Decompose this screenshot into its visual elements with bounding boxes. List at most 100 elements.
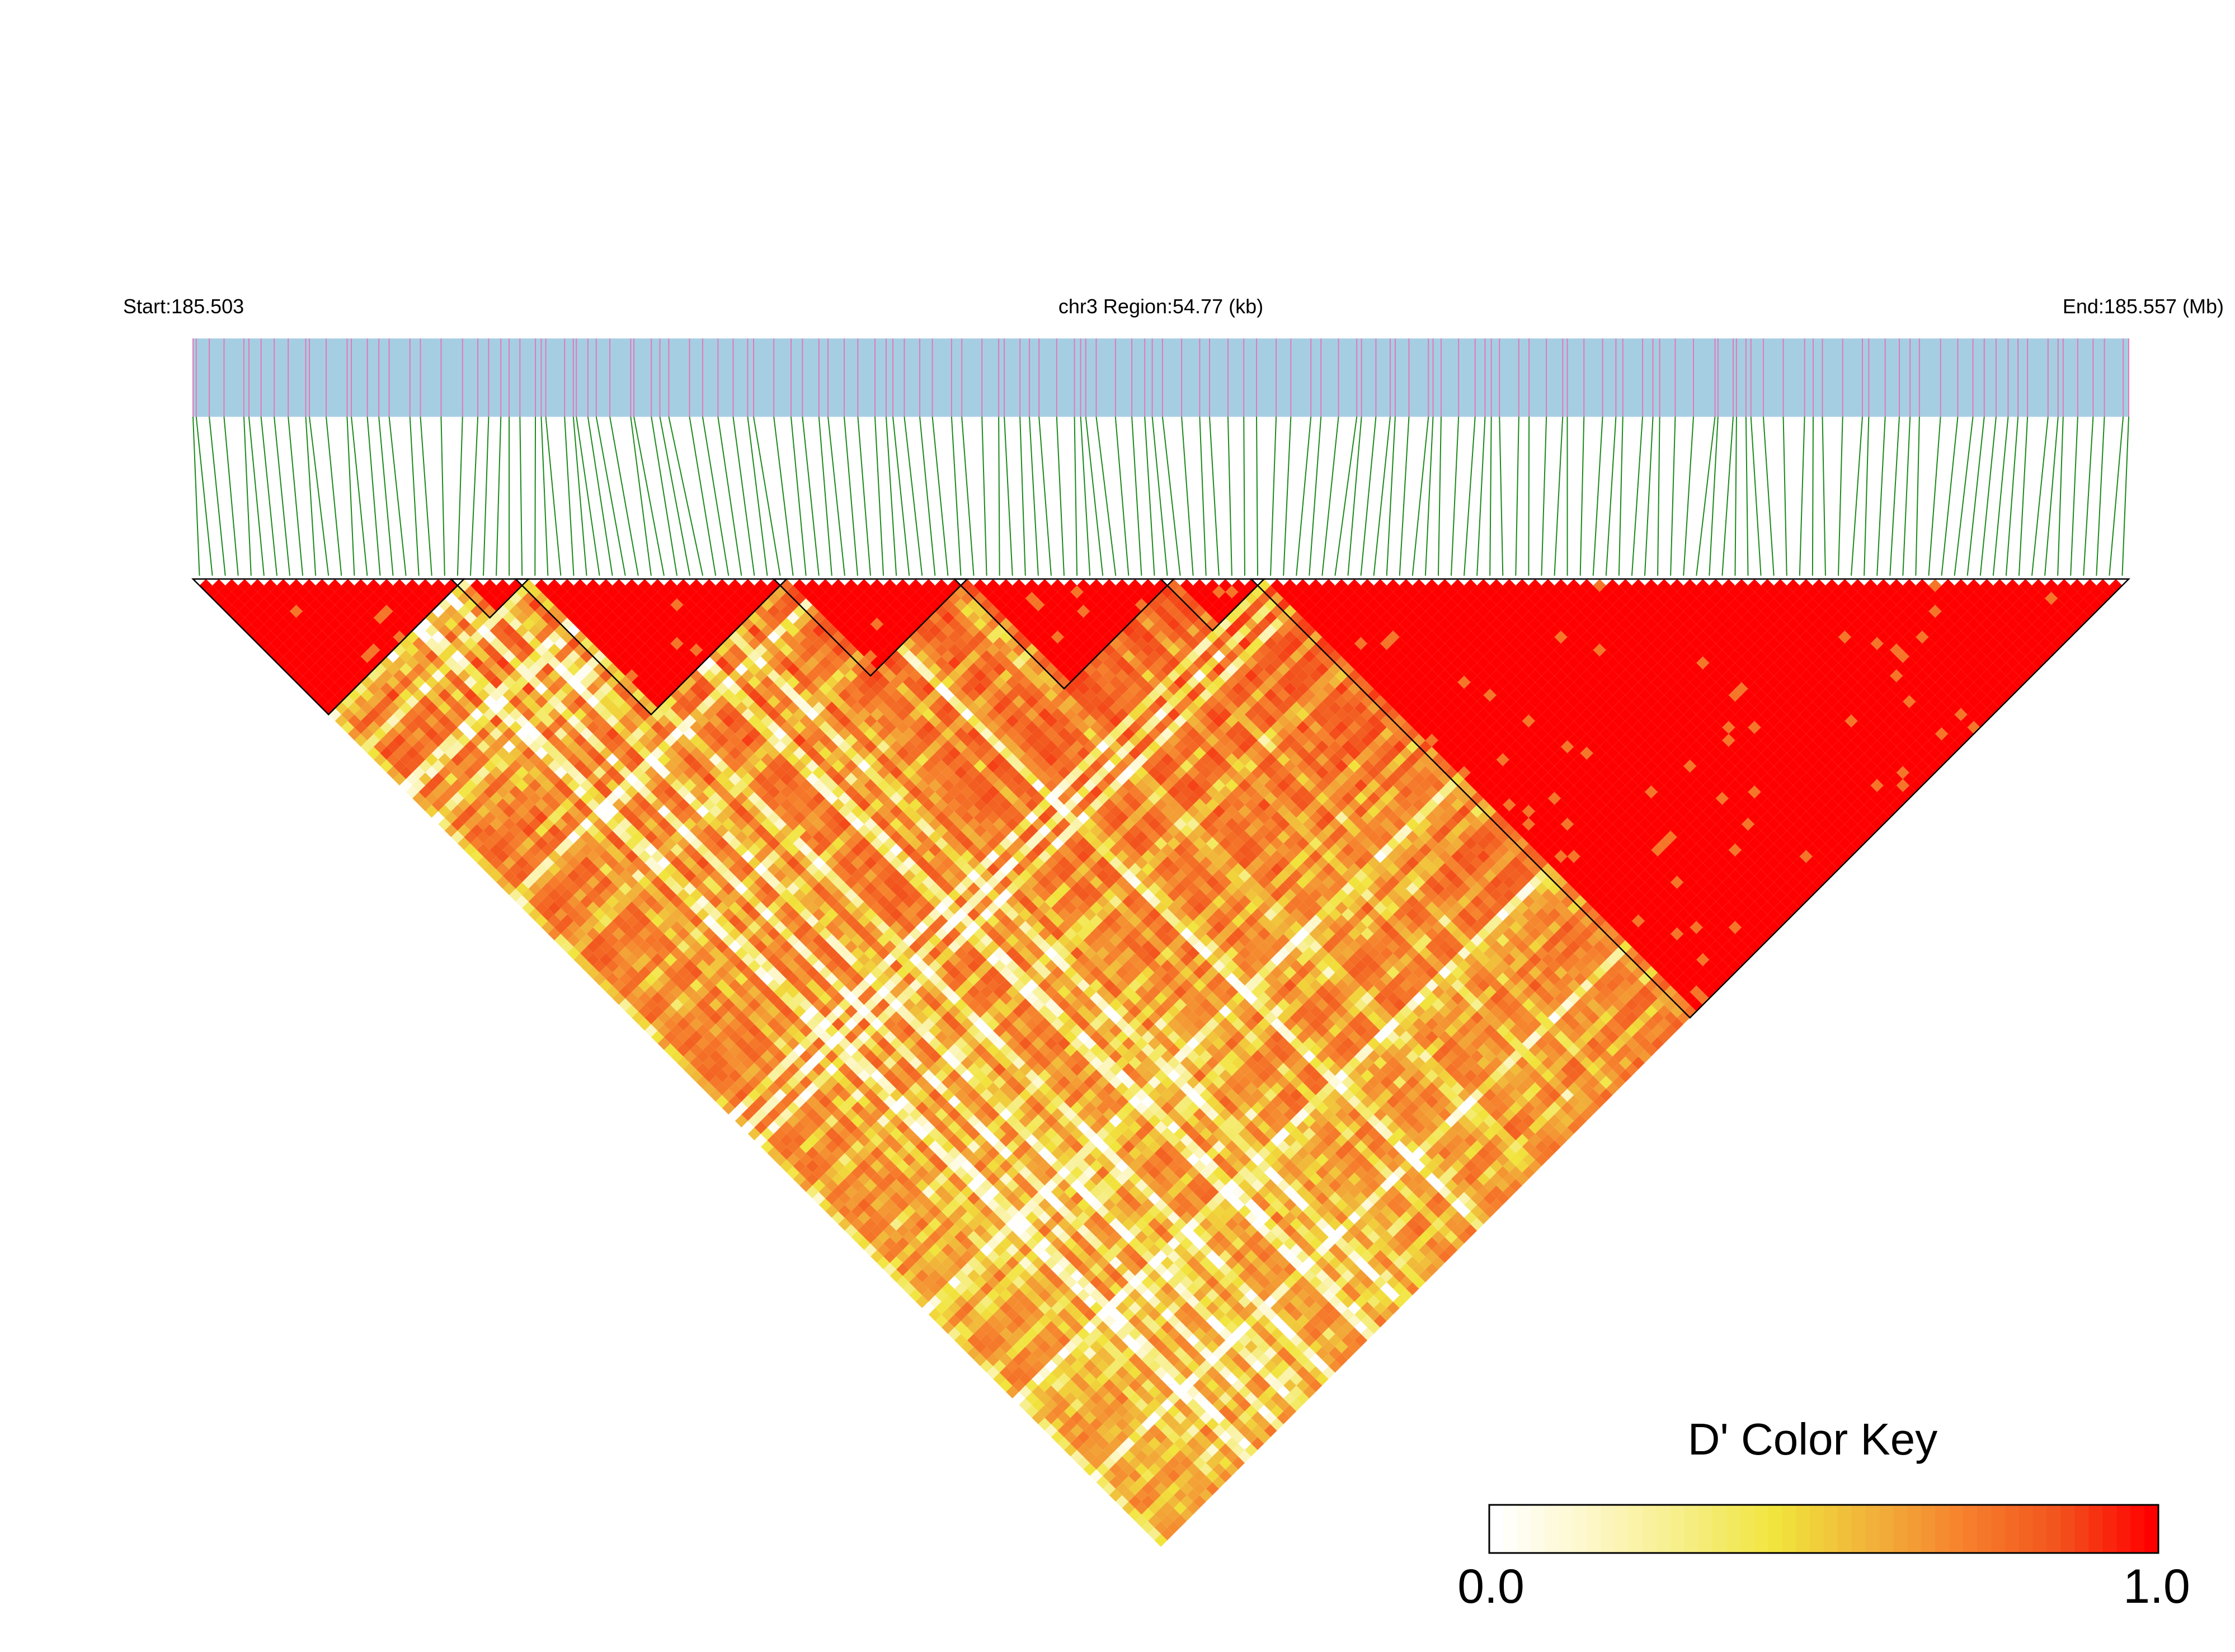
snp-connector [1528,416,1530,576]
snp-connector [2057,416,2064,576]
snp-connector [378,416,394,576]
ld-cell [496,721,510,734]
ld-cell [935,1211,948,1225]
snp-connector [2121,416,2129,576]
ld-cell [1122,1308,1135,1321]
ld-cell [477,676,490,689]
ld-cell [1006,1230,1019,1244]
ld-cell [651,914,664,928]
ld-cell [387,611,400,624]
snp-connector [885,416,897,576]
ld-cell [335,649,348,663]
ld-cell [1187,1463,1200,1476]
ld-cell [1206,1405,1219,1418]
ld-cell [1012,1250,1025,1263]
ld-cell [1231,1443,1245,1457]
ld-cell [696,959,709,973]
ld-cell [851,1037,864,1050]
ld-cell [703,992,716,1005]
ld-cell [877,1076,890,1089]
ld-cell [696,1063,709,1076]
ld-cell [980,1256,994,1270]
snp-connector [1347,416,1362,576]
ld-cell [1038,1288,1051,1302]
ld-cell [967,1282,981,1296]
ld-cell [767,927,780,940]
ld-cell [812,1076,826,1089]
ld-cell [1141,1379,1155,1392]
ld-cell [1167,1366,1180,1380]
ld-cell [774,1049,787,1063]
ld-cell [961,1224,974,1237]
ld-cell [915,1179,929,1192]
ld-cell [535,773,548,786]
ld-cell [851,1217,864,1231]
ld-cell [831,979,845,992]
ld-cell [747,1024,761,1037]
ld-cell [1193,1456,1206,1470]
ld-cell [716,1018,729,1031]
ld-cell [580,869,594,883]
ld-cell [780,1133,793,1147]
ld-cell [1141,1366,1155,1380]
ld-cell [470,759,483,773]
ld-cell [483,773,497,786]
ld-cell [831,1173,845,1186]
ld-cell [225,592,238,605]
ld-cell [831,1069,845,1082]
ld-cell [896,1082,910,1095]
ld-cell [1231,1418,1245,1431]
ld-cell [573,811,587,825]
ld-cell [573,721,587,734]
ld-cell [767,1146,780,1160]
ld-cell [1147,1489,1161,1502]
ld-cell [812,1127,826,1141]
ld-cell [657,882,671,896]
ld-cell [418,695,432,708]
ld-cell [703,863,716,876]
ld-cell [716,888,729,902]
ld-cell [670,908,684,921]
ld-cell [535,850,548,863]
ld-cell [567,753,580,766]
ld-cell [251,592,264,605]
ld-cell [1109,1450,1122,1463]
ld-cell [1187,1372,1200,1386]
ld-cell [1147,1359,1161,1373]
ld-cell [896,1224,910,1237]
ld-cell [1096,1476,1109,1489]
ld-cell [1128,1430,1142,1444]
ld-cell [580,740,594,754]
ld-cell [902,1063,916,1076]
ld-cell [806,1082,819,1095]
ld-cell [1083,1269,1097,1283]
ld-cell [703,979,716,992]
ld-cell [490,779,503,792]
ld-cell [857,1043,871,1057]
snp-connector [790,416,807,576]
ld-cell [1109,1295,1122,1309]
ld-cell [941,1308,954,1321]
ld-cell [490,804,503,818]
ld-cell [664,927,677,940]
ld-cell [1090,1443,1103,1457]
ld-cell [632,817,645,831]
ld-cell [625,811,638,825]
ld-cell [599,979,613,992]
ld-cell [451,817,464,831]
ld-cell [657,947,671,960]
snp-connector [702,416,730,576]
ld-cell [877,1063,890,1076]
ld-cell [431,773,445,786]
ld-cell [535,888,548,902]
ld-cell [625,901,638,915]
ld-cell [747,895,761,909]
ld-cell [857,1146,871,1160]
ld-cell [1206,1379,1219,1392]
snp-connector [519,416,523,576]
ld-cell [380,759,393,773]
ld-cell [806,992,819,1005]
ld-cell [502,740,516,754]
ld-cell [457,669,470,683]
snp-connector [1181,416,1194,576]
